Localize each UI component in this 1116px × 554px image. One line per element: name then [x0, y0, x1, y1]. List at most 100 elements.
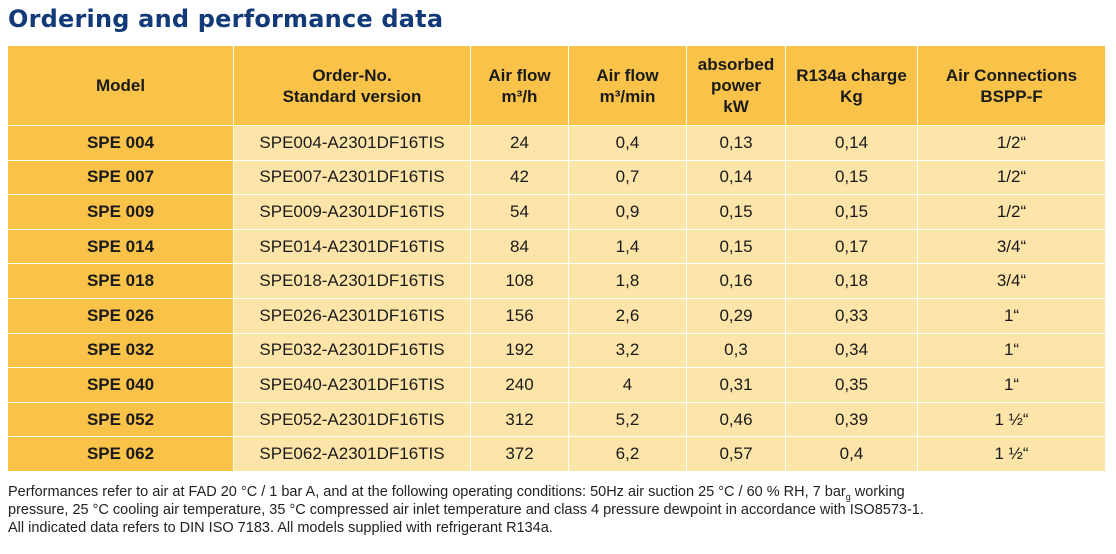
column-header-model: Model [8, 46, 234, 126]
footnote-subscript: g [845, 491, 851, 502]
table-cell-r134a-charge: 0,18 [786, 264, 918, 299]
table-cell-r134a-charge: 0,14 [786, 126, 918, 161]
table-cell-order-no: SPE014-A2301DF16TIS [234, 229, 471, 265]
column-header-line: BSPP-F [980, 86, 1043, 106]
column-header-order-no: Order-No. Standard version [234, 46, 471, 126]
column-header-air-flow-m3h: Air flow m³/h [471, 46, 569, 126]
column-header-absorbed-power: absorbed power kW [687, 46, 786, 126]
table-cell-absorbed-power: 0,57 [687, 437, 786, 472]
table-cell-air-connections: 1“ [918, 298, 1106, 334]
table-cell-air-flow-m3h: 42 [471, 160, 569, 196]
table-cell-absorbed-power: 0,16 [687, 264, 786, 299]
table-cell-air-flow-m3h: 156 [471, 298, 569, 334]
table-cell-air-flow-m3min: 1,8 [569, 264, 687, 299]
table-cell-absorbed-power: 0,46 [687, 402, 786, 438]
table-cell-absorbed-power: 0,13 [687, 126, 786, 161]
table-cell-r134a-charge: 0,39 [786, 402, 918, 438]
table-cell-model: SPE 032 [8, 333, 234, 369]
table-cell-order-no: SPE062-A2301DF16TIS [234, 437, 471, 472]
table-cell-model: SPE 018 [8, 264, 234, 299]
table-cell-air-flow-m3h: 312 [471, 402, 569, 438]
footnotes: Performances refer to air at FAD 20 °C /… [8, 483, 1108, 537]
table-cell-r134a-charge: 0,34 [786, 333, 918, 369]
column-header-line: Air flow [596, 65, 659, 85]
table-cell-air-connections: 3/4“ [918, 229, 1106, 265]
table-cell-air-connections: 1“ [918, 333, 1106, 369]
table-cell-r134a-charge: 0,15 [786, 160, 918, 196]
table-cell-air-flow-m3h: 192 [471, 333, 569, 369]
footnote-line-1-end: working [850, 484, 905, 500]
table-cell-air-flow-m3min: 4 [569, 368, 687, 403]
column-header-line: Kg [840, 86, 863, 106]
table-cell-absorbed-power: 0,14 [687, 160, 786, 196]
performance-table: Model Order-No. Standard version Air flow m³… [8, 46, 1106, 472]
table-cell-r134a-charge: 0,15 [786, 195, 918, 230]
table-cell-order-no: SPE018-A2301DF16TIS [234, 264, 471, 299]
table-cell-air-connections: 1 ½“ [918, 437, 1106, 472]
table-cell-air-flow-m3min: 6,2 [569, 437, 687, 472]
table-cell-air-flow-m3min: 2,6 [569, 298, 687, 334]
column-header-air-connections: Air Connections BSPP-F [918, 46, 1106, 126]
footnote-line-3: All indicated data refers to DIN ISO 718… [8, 520, 553, 536]
table-cell-air-flow-m3h: 24 [471, 126, 569, 161]
table-cell-model: SPE 026 [8, 298, 234, 334]
column-header-line: R134a charge [796, 65, 907, 85]
column-header-line: Air Connections [945, 65, 1078, 85]
column-header-line: power [710, 76, 762, 95]
table-cell-order-no: SPE009-A2301DF16TIS [234, 195, 471, 230]
column-header-air-flow-m3min: Air flow m³/min [569, 46, 687, 126]
table-cell-air-flow-m3h: 240 [471, 368, 569, 403]
table-cell-model: SPE 040 [8, 368, 234, 403]
table-cell-order-no: SPE026-A2301DF16TIS [234, 298, 471, 334]
column-header-line: Model [95, 76, 146, 95]
footnote-line-1: Performances refer to air at FAD 20 °C /… [8, 483, 1108, 501]
column-header-line: absorbed [697, 55, 775, 74]
table-cell-order-no: SPE040-A2301DF16TIS [234, 368, 471, 403]
footnote-line-2: pressure, 25 °C cooling air temperature,… [8, 502, 924, 518]
page-title: Ordering and performance data [8, 5, 444, 33]
table-cell-air-flow-m3min: 0,9 [569, 195, 687, 230]
column-header-r134a-charge: R134a charge Kg [786, 46, 918, 126]
table-cell-air-flow-m3min: 1,4 [569, 229, 687, 265]
table-cell-absorbed-power: 0,29 [687, 298, 786, 334]
table-cell-air-connections: 1/2“ [918, 126, 1106, 161]
table-cell-air-connections: 1/2“ [918, 160, 1106, 196]
table-cell-air-connections: 1/2“ [918, 195, 1106, 230]
column-header-line: m³/h [501, 86, 538, 106]
table-cell-air-connections: 1“ [918, 368, 1106, 403]
table-cell-model: SPE 009 [8, 195, 234, 230]
table-cell-air-connections: 1 ½“ [918, 402, 1106, 438]
table-cell-order-no: SPE052-A2301DF16TIS [234, 402, 471, 438]
table-cell-air-flow-m3min: 0,4 [569, 126, 687, 161]
table-cell-model: SPE 004 [8, 126, 234, 161]
table-cell-absorbed-power: 0,15 [687, 229, 786, 265]
column-header-line: kW [723, 97, 749, 116]
table-cell-absorbed-power: 0,3 [687, 333, 786, 369]
table-cell-r134a-charge: 0,33 [786, 298, 918, 334]
table-cell-absorbed-power: 0,31 [687, 368, 786, 403]
table-cell-model: SPE 014 [8, 229, 234, 265]
column-header-line: Order-No. [312, 65, 392, 85]
table-cell-air-flow-m3min: 0,7 [569, 160, 687, 196]
table-cell-order-no: SPE007-A2301DF16TIS [234, 160, 471, 196]
table-cell-r134a-charge: 0,17 [786, 229, 918, 265]
table-cell-air-flow-m3min: 5,2 [569, 402, 687, 438]
table-cell-model: SPE 062 [8, 437, 234, 472]
table-cell-air-flow-m3min: 3,2 [569, 333, 687, 369]
table-cell-air-flow-m3h: 84 [471, 229, 569, 265]
table-cell-air-flow-m3h: 372 [471, 437, 569, 472]
column-header-line: Air flow [488, 65, 551, 85]
table-cell-air-flow-m3h: 54 [471, 195, 569, 230]
table-cell-model: SPE 007 [8, 160, 234, 196]
table-cell-r134a-charge: 0,4 [786, 437, 918, 472]
table-cell-order-no: SPE032-A2301DF16TIS [234, 333, 471, 369]
table-cell-absorbed-power: 0,15 [687, 195, 786, 230]
table-cell-air-flow-m3h: 108 [471, 264, 569, 299]
table-cell-order-no: SPE004-A2301DF16TIS [234, 126, 471, 161]
table-cell-model: SPE 052 [8, 402, 234, 438]
column-header-line: Standard version [282, 86, 422, 106]
table-cell-air-connections: 3/4“ [918, 264, 1106, 299]
footnote-line-1-text: Performances refer to air at FAD 20 °C /… [8, 484, 846, 500]
column-header-line: m³/min [599, 86, 656, 106]
